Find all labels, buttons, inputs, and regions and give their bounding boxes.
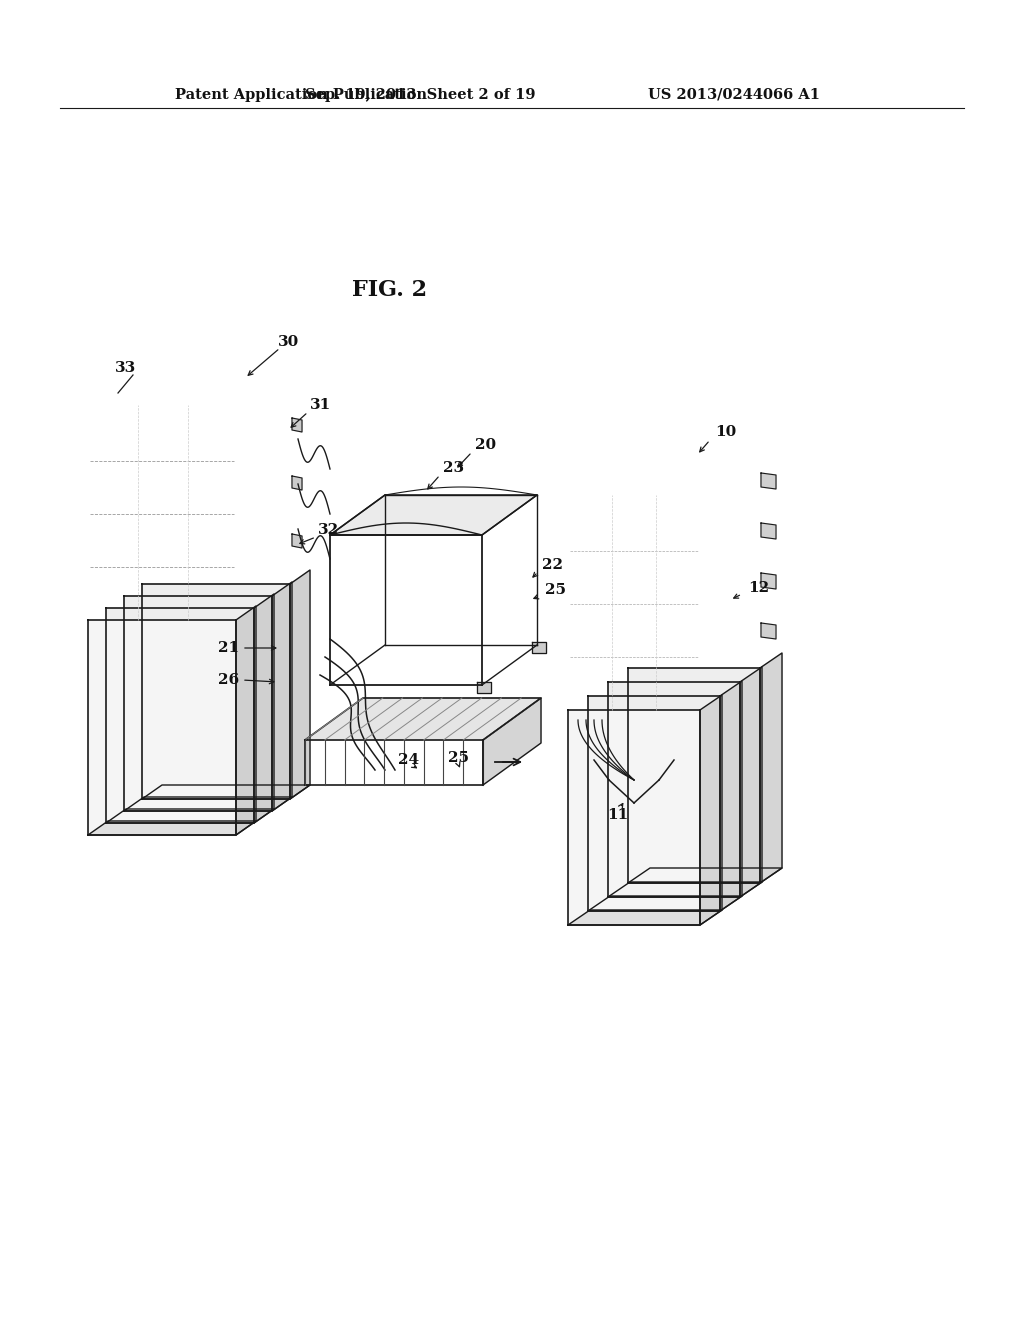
Polygon shape	[142, 785, 310, 799]
Text: 22: 22	[542, 558, 563, 572]
Polygon shape	[740, 667, 762, 898]
Polygon shape	[254, 594, 274, 822]
Polygon shape	[608, 682, 740, 898]
Text: 10: 10	[715, 425, 736, 440]
Polygon shape	[88, 821, 256, 836]
Text: 32: 32	[318, 523, 339, 537]
Text: 25: 25	[545, 583, 566, 597]
Polygon shape	[236, 606, 256, 836]
Text: 23: 23	[443, 461, 464, 475]
Text: 20: 20	[475, 438, 496, 451]
Polygon shape	[272, 582, 292, 810]
Text: 24: 24	[398, 752, 419, 767]
Polygon shape	[142, 583, 290, 799]
Text: Sep. 19, 2013  Sheet 2 of 19: Sep. 19, 2013 Sheet 2 of 19	[305, 88, 536, 102]
Polygon shape	[477, 682, 490, 693]
Polygon shape	[588, 696, 720, 911]
Polygon shape	[292, 418, 302, 432]
Polygon shape	[305, 698, 541, 741]
Polygon shape	[588, 896, 742, 911]
Polygon shape	[608, 882, 762, 898]
Text: 12: 12	[748, 581, 769, 595]
Polygon shape	[568, 710, 700, 925]
Polygon shape	[761, 573, 776, 589]
Polygon shape	[761, 523, 776, 539]
Text: Patent Application Publication: Patent Application Publication	[175, 88, 427, 102]
Text: 30: 30	[278, 335, 299, 348]
Polygon shape	[483, 698, 541, 785]
Polygon shape	[760, 653, 782, 883]
Polygon shape	[292, 477, 302, 490]
Polygon shape	[628, 668, 760, 883]
Text: US 2013/0244066 A1: US 2013/0244066 A1	[648, 88, 820, 102]
Text: 33: 33	[115, 360, 136, 375]
Text: 21: 21	[218, 642, 240, 655]
Polygon shape	[124, 597, 272, 810]
Text: 25: 25	[449, 751, 469, 766]
Polygon shape	[88, 620, 236, 836]
Polygon shape	[290, 570, 310, 799]
Polygon shape	[106, 609, 254, 822]
Polygon shape	[330, 495, 537, 535]
Polygon shape	[700, 696, 722, 925]
Polygon shape	[532, 642, 546, 653]
Polygon shape	[628, 869, 782, 883]
Polygon shape	[761, 473, 776, 488]
Polygon shape	[568, 909, 722, 925]
Polygon shape	[292, 535, 302, 548]
Text: 31: 31	[310, 399, 331, 412]
Polygon shape	[124, 797, 292, 810]
Polygon shape	[720, 681, 742, 911]
Text: 26: 26	[218, 673, 240, 686]
Text: FIG. 2: FIG. 2	[352, 279, 428, 301]
Text: 11: 11	[607, 808, 629, 822]
Polygon shape	[106, 809, 274, 822]
Polygon shape	[761, 623, 776, 639]
